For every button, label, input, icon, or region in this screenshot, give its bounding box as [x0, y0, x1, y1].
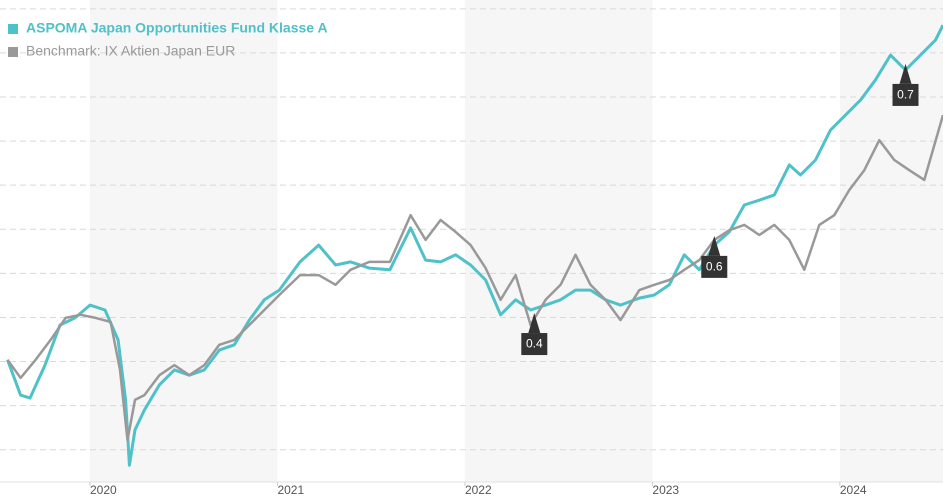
- legend: ASPOMA Japan Opportunities Fund Klasse A…: [8, 20, 328, 59]
- legend-label: Benchmark: IX Aktien Japan EUR: [26, 43, 235, 59]
- flag-box: [701, 255, 728, 278]
- flag-box: [521, 333, 548, 356]
- legend-label: ASPOMA Japan Opportunities Fund Klasse A: [26, 20, 328, 36]
- year-band: [464, 0, 653, 482]
- year-band: [839, 0, 943, 482]
- year-band: [89, 0, 278, 482]
- legend-swatch: [8, 24, 18, 34]
- series-line: [6, 24, 943, 467]
- flag-box: [892, 83, 919, 106]
- flag-label: 0.7: [897, 88, 914, 102]
- flag-label: 0.4: [526, 337, 543, 351]
- x-tick-label: 2020: [90, 483, 117, 497]
- x-tick-label: 2022: [465, 483, 492, 497]
- flag-label: 0.6: [706, 260, 723, 274]
- flag-arrow: [899, 63, 912, 84]
- annotation-flag: 0.7: [892, 63, 919, 106]
- flag-arrow: [528, 313, 541, 334]
- x-tick-label: 2024: [840, 483, 867, 497]
- flag-arrow: [708, 235, 721, 256]
- x-tick-label: 2021: [277, 483, 304, 497]
- annotation-flag: 0.4: [521, 313, 548, 356]
- x-tick-label: 2023: [652, 483, 679, 497]
- series-line: [6, 114, 943, 442]
- legend-swatch: [8, 47, 18, 57]
- annotation-flag: 0.6: [701, 235, 728, 278]
